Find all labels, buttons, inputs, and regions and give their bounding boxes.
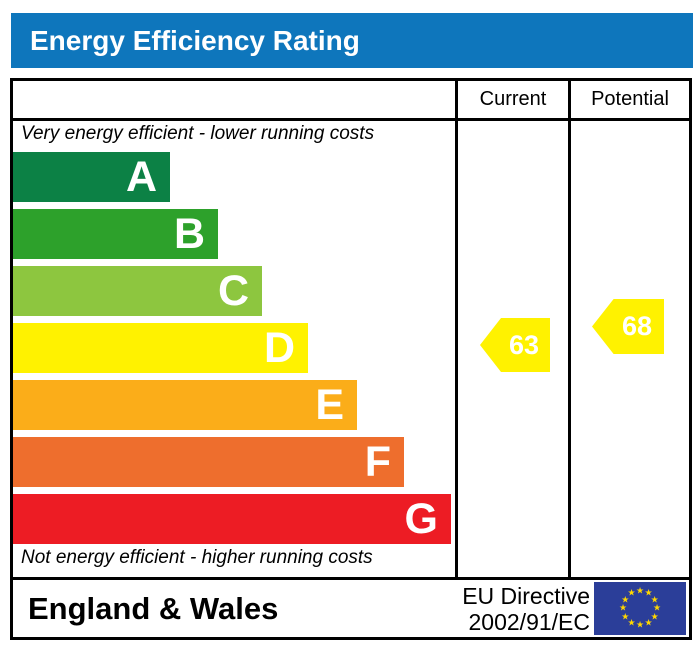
potential-column-divider xyxy=(568,81,571,577)
eu-star-icon: ★ xyxy=(650,611,659,621)
page-title: Energy Efficiency Rating xyxy=(30,25,360,56)
column-header-current: Current xyxy=(479,88,547,110)
eu-star-icon: ★ xyxy=(635,585,645,596)
footer: England & Wales EU Directive 2002/91/EC … xyxy=(13,580,689,637)
bottom-note: Not energy efficient - higher running co… xyxy=(21,547,373,568)
band-letter-e: E xyxy=(315,381,344,429)
eu-star-icon: ★ xyxy=(621,611,630,621)
column-header-potential: Potential xyxy=(591,88,669,110)
band-letter-d: D xyxy=(263,324,295,372)
potential-rating-arrow: 68 xyxy=(592,299,664,354)
eu-star-icon: ★ xyxy=(644,617,653,628)
eu-star-icon: ★ xyxy=(621,594,630,604)
rating-band-c: C xyxy=(13,266,262,316)
footer-row-divider xyxy=(13,577,689,580)
rating-band-f: F xyxy=(13,437,404,487)
eu-directive-text: EU Directive 2002/91/EC xyxy=(462,583,590,635)
band-letter-g: G xyxy=(404,495,438,543)
current-rating-value: 63 xyxy=(508,329,540,360)
band-letter-b: B xyxy=(173,210,205,258)
eu-star-icon: ★ xyxy=(627,617,636,628)
rating-band-a: A xyxy=(13,152,170,202)
eu-star-icon: ★ xyxy=(618,602,628,613)
band-letter-c: C xyxy=(217,267,249,315)
band-letter-a: A xyxy=(125,153,157,201)
rating-band-d: D xyxy=(13,323,308,373)
eu-star-icon: ★ xyxy=(644,587,653,598)
band-letter-f: F xyxy=(364,438,391,486)
eu-directive-line1: EU Directive xyxy=(462,583,590,609)
page-title-bar: Energy Efficiency Rating xyxy=(11,13,693,68)
eu-star-icon: ★ xyxy=(627,587,636,598)
potential-rating-value: 68 xyxy=(621,311,653,341)
header-row-divider xyxy=(13,118,689,121)
current-column-divider xyxy=(455,81,458,577)
footer-region-label: England & Wales xyxy=(28,591,279,626)
eu-star-icon: ★ xyxy=(652,602,662,613)
current-rating-arrow: 63 xyxy=(480,318,550,372)
rating-band-b: B xyxy=(13,209,218,259)
rating-band-e: E xyxy=(13,380,357,430)
top-note: Very energy efficient - lower running co… xyxy=(21,123,375,144)
rating-chart: Current Potential Very energy efficient … xyxy=(10,78,692,640)
rating-bands: A B C D E F G xyxy=(13,152,455,551)
eu-flag-icon: ★ ★ ★ ★ ★ ★ ★ ★ ★ ★ ★ ★ xyxy=(594,582,686,635)
eu-directive-line2: 2002/91/EC xyxy=(468,609,590,635)
eu-star-icon: ★ xyxy=(635,619,645,630)
eu-star-icon: ★ xyxy=(650,594,659,604)
rating-band-g: G xyxy=(13,494,451,544)
